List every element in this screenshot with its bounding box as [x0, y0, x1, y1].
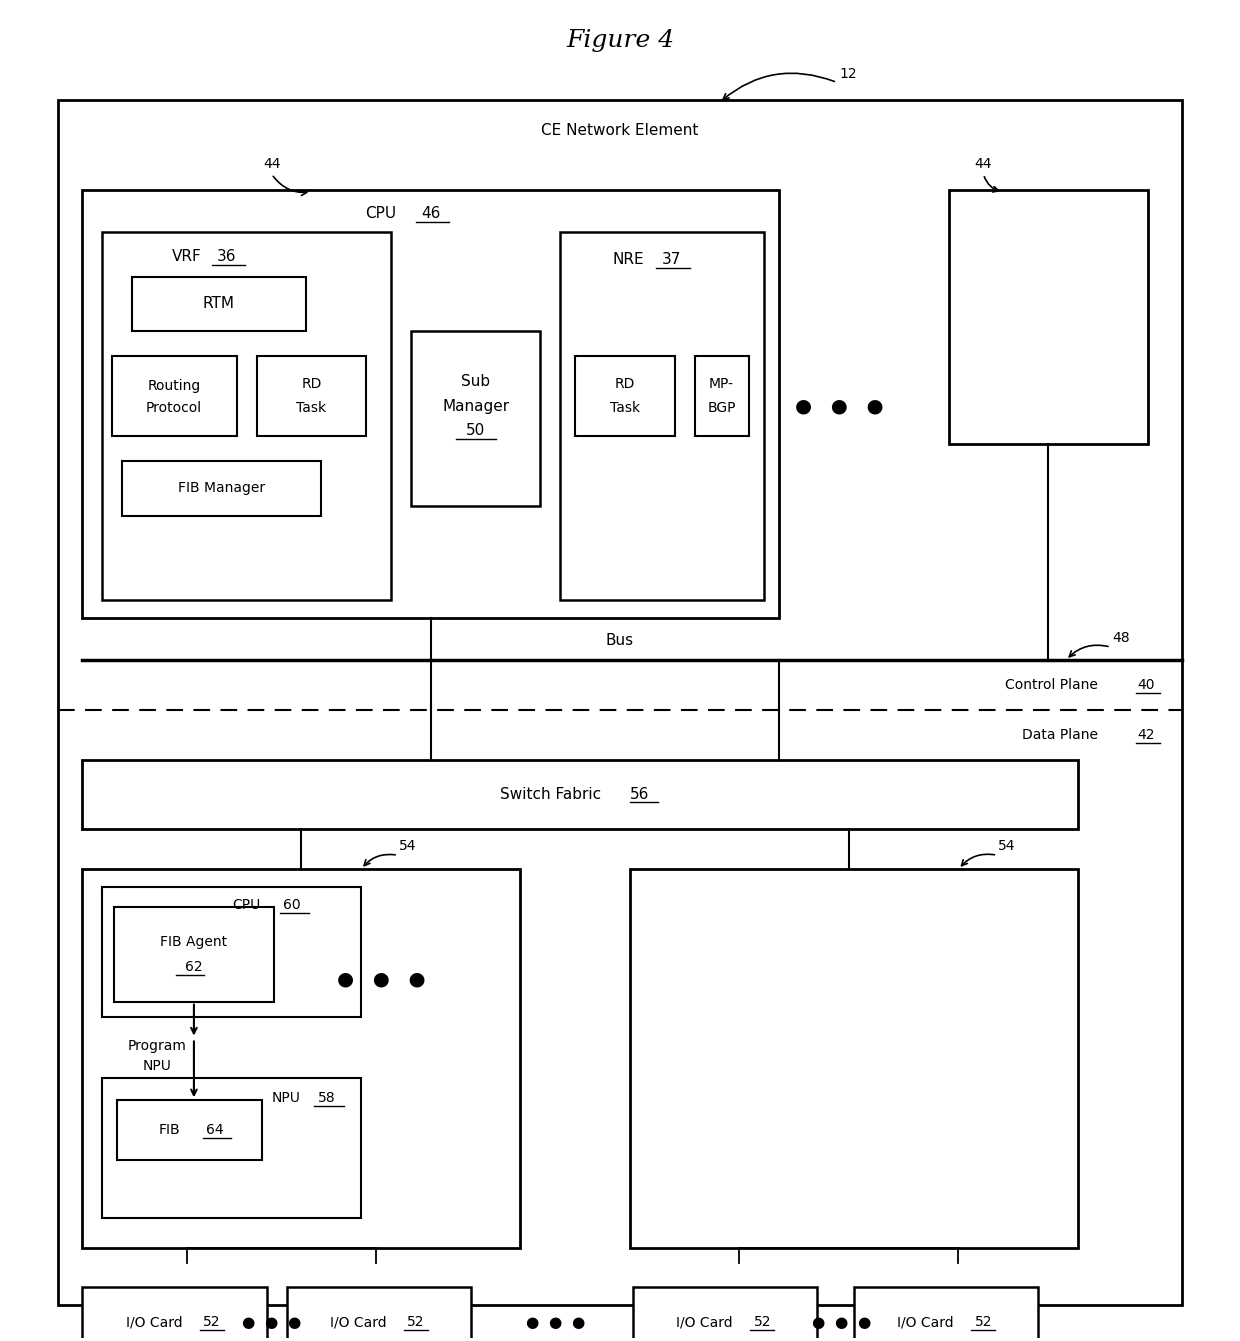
Bar	[560, 232, 764, 601]
Bar	[286, 1287, 471, 1341]
Text: CPU: CPU	[366, 207, 397, 221]
Text: 48: 48	[1112, 632, 1131, 645]
Bar	[854, 1287, 1038, 1341]
Text: Task: Task	[296, 401, 326, 416]
Text: VRF: VRF	[172, 249, 202, 264]
Text: 52: 52	[203, 1316, 221, 1329]
Bar	[632, 1287, 817, 1341]
Text: ●  ●  ●: ● ● ●	[242, 1314, 301, 1330]
Text: Figure 4: Figure 4	[565, 30, 675, 52]
Text: 60: 60	[283, 898, 300, 912]
Text: ●   ●   ●: ● ● ●	[337, 970, 425, 988]
Text: BGP: BGP	[707, 401, 735, 416]
Text: FIB Agent: FIB Agent	[160, 935, 227, 949]
Text: CE Network Element: CE Network Element	[542, 123, 698, 138]
Bar	[410, 331, 541, 506]
Text: I/O Card: I/O Card	[330, 1316, 387, 1329]
Text: 40: 40	[1137, 679, 1156, 692]
Text: RD: RD	[301, 377, 321, 392]
Text: ●   ●   ●: ● ● ●	[795, 397, 883, 416]
Text: 62: 62	[185, 960, 202, 974]
Text: 58: 58	[317, 1092, 335, 1105]
Text: Bus: Bus	[606, 633, 634, 648]
Bar	[82, 1287, 267, 1341]
Bar	[133, 276, 306, 331]
Bar	[630, 869, 1078, 1247]
Bar	[82, 869, 521, 1247]
Bar	[949, 190, 1148, 444]
Text: RTM: RTM	[203, 296, 234, 311]
Text: Switch Fabric: Switch Fabric	[500, 787, 601, 802]
Text: I/O Card: I/O Card	[898, 1316, 954, 1329]
Bar	[575, 357, 675, 436]
Text: 54: 54	[399, 839, 417, 853]
Text: CPU: CPU	[233, 898, 260, 912]
Bar	[103, 232, 391, 601]
Text: 50: 50	[466, 424, 485, 439]
Text: NPU: NPU	[143, 1059, 171, 1073]
Text: Manager: Manager	[443, 398, 510, 413]
Bar	[113, 357, 237, 436]
Bar	[82, 759, 1078, 829]
Text: 42: 42	[1137, 728, 1156, 742]
Text: Routing: Routing	[148, 380, 201, 393]
Text: 52: 52	[754, 1316, 771, 1329]
Text: 44: 44	[263, 157, 280, 172]
Text: 52: 52	[975, 1316, 992, 1329]
Bar	[114, 907, 274, 1002]
Text: ●  ●  ●: ● ● ●	[812, 1314, 872, 1330]
Bar	[257, 357, 366, 436]
Bar	[123, 461, 321, 516]
Text: MP-: MP-	[709, 377, 734, 392]
Text: RD: RD	[615, 377, 635, 392]
Text: Task: Task	[610, 401, 640, 416]
Text: Protocol: Protocol	[146, 401, 202, 416]
Text: 44: 44	[975, 157, 992, 172]
Bar	[118, 1100, 262, 1160]
Text: 54: 54	[998, 839, 1016, 853]
Text: 46: 46	[422, 207, 440, 221]
Text: Sub: Sub	[461, 374, 490, 389]
Text: Data Plane: Data Plane	[1022, 728, 1097, 742]
Text: ●  ●  ●: ● ● ●	[526, 1314, 585, 1330]
Text: FIB Manager: FIB Manager	[179, 481, 265, 495]
Text: NRE: NRE	[613, 252, 644, 267]
Text: 56: 56	[630, 787, 650, 802]
Text: I/O Card: I/O Card	[125, 1316, 182, 1329]
Text: Program: Program	[128, 1039, 186, 1054]
Text: 64: 64	[206, 1124, 223, 1137]
Text: 52: 52	[407, 1316, 424, 1329]
Bar	[103, 1078, 361, 1218]
Text: 12: 12	[839, 67, 857, 82]
Text: 36: 36	[217, 249, 237, 264]
Bar	[82, 190, 779, 618]
Text: 37: 37	[662, 252, 682, 267]
Bar	[694, 357, 749, 436]
Text: Control Plane: Control Plane	[1004, 679, 1097, 692]
Bar	[103, 888, 361, 1016]
Text: FIB: FIB	[159, 1124, 180, 1137]
Text: I/O Card: I/O Card	[676, 1316, 733, 1329]
Text: NPU: NPU	[272, 1092, 301, 1105]
